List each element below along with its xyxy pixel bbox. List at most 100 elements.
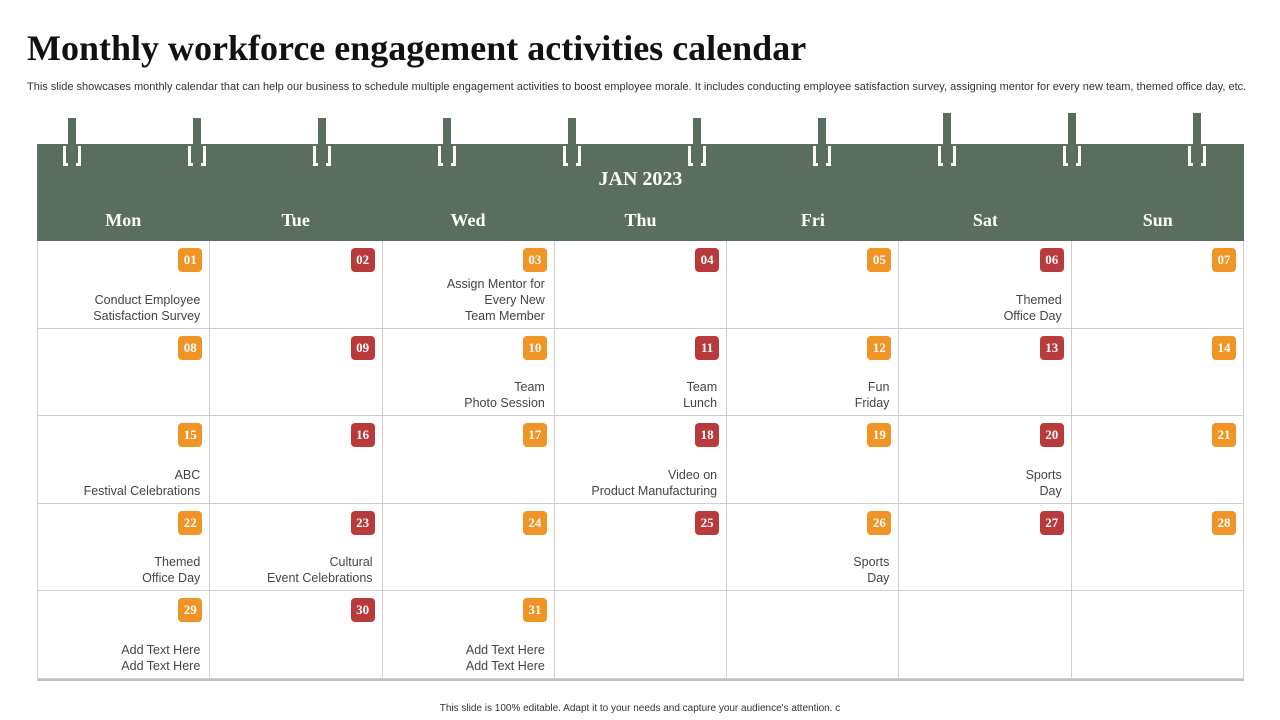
binder-ring-icon — [188, 118, 206, 166]
day-number-badge: 05 — [867, 248, 892, 272]
event-text: Add Text Here Add Text Here — [121, 642, 200, 674]
day-number-badge: 11 — [695, 335, 720, 360]
day-cell[interactable]: 28 — [1071, 503, 1244, 592]
empty-day-cell[interactable] — [727, 591, 900, 679]
event-text: Themed Office Day — [142, 554, 200, 586]
day-number-badge: 30 — [350, 598, 375, 623]
day-number-badge: 19 — [867, 423, 892, 448]
day-cell[interactable]: 08 — [38, 328, 211, 417]
binder-ring-icon — [438, 118, 456, 166]
day-cell[interactable]: 29 Add Text Here Add Text Here — [38, 591, 211, 679]
day-cell[interactable]: 18 Video on Product Manufacturing — [554, 416, 728, 504]
event-line: Team — [686, 380, 718, 395]
day-cell[interactable]: 25 — [554, 503, 728, 592]
day-cell[interactable]: 21 — [1071, 416, 1244, 504]
day-number-badge: 09 — [350, 335, 375, 360]
weekday-wed: Wed — [450, 210, 486, 230]
binder-ring-icon — [938, 113, 956, 166]
day-number-badge: 29 — [178, 598, 203, 623]
event-line: Add Text Here — [465, 658, 545, 673]
day-cell[interactable]: 10 Team Photo Session — [382, 328, 555, 417]
day-cell[interactable]: 05 — [727, 241, 900, 329]
day-cell[interactable]: 26 Sports Day — [727, 503, 900, 592]
day-number-badge: 02 — [350, 248, 375, 272]
day-cell[interactable]: 23 Cultural Event Celebrations — [210, 503, 383, 592]
event-line: Office Day — [142, 571, 201, 586]
month-label: JAN 2023 — [598, 168, 683, 190]
event-text: Themed Office Day — [1004, 292, 1062, 324]
day-cell[interactable]: 27 — [899, 503, 1072, 592]
event-line: ABC — [174, 467, 201, 482]
calendar: JAN 2023 Mon Tue Wed Thu Fri Sat Sun 01 C… — [37, 113, 1244, 681]
day-cell[interactable]: 30 — [210, 591, 383, 679]
day-cell[interactable]: 07 — [1071, 241, 1244, 329]
event-text: ABC Festival Celebrations — [84, 467, 201, 499]
day-cell[interactable]: 12 Fun Friday — [727, 328, 900, 417]
weekday-tue: Tue — [281, 210, 310, 230]
event-line: Team Member — [464, 308, 545, 323]
event-line: Event Celebrations — [266, 571, 373, 586]
day-number-badge: 12 — [867, 335, 892, 360]
day-number-badge: 10 — [522, 335, 547, 360]
event-line: Themed — [1015, 292, 1062, 307]
day-cell[interactable]: 01 Conduct Employee Satisfaction Survey — [38, 241, 211, 329]
day-number-badge: 21 — [1212, 423, 1236, 448]
binder-ring-icon — [813, 118, 831, 166]
event-text: Sports Day — [1026, 467, 1062, 499]
event-line: Team — [514, 380, 545, 395]
event-line: Festival Celebrations — [83, 483, 201, 498]
day-cell[interactable]: 22 Themed Office Day — [38, 503, 211, 592]
event-text: Conduct Employee Satisfaction Survey — [93, 292, 200, 324]
day-cell[interactable]: 04 — [554, 241, 728, 329]
event-line: Video on — [668, 467, 718, 482]
day-cell[interactable]: 09 — [210, 328, 383, 417]
day-cell[interactable]: 11 Team Lunch — [554, 328, 728, 417]
event-line: Add Text Here — [121, 658, 201, 673]
day-cell[interactable]: 17 — [382, 416, 555, 504]
day-cell[interactable]: 24 — [382, 503, 555, 592]
event-line: Every New — [484, 292, 545, 307]
calendar-grid: 01 Conduct Employee Satisfaction Survey 02 0… — [37, 241, 1244, 681]
event-line: Sports — [853, 555, 890, 570]
day-cell[interactable]: 15 ABC Festival Celebrations — [38, 416, 211, 504]
day-number-badge: 27 — [1039, 510, 1064, 535]
binder-ring-icon — [563, 118, 581, 166]
day-cell[interactable]: 14 — [1071, 328, 1244, 417]
day-number-badge: 08 — [178, 335, 203, 360]
day-cell[interactable]: 16 — [210, 416, 383, 504]
day-number-badge: 15 — [178, 423, 203, 448]
event-line: Assign Mentor for — [446, 276, 545, 291]
day-number-badge: 31 — [522, 598, 547, 623]
day-cell[interactable]: 03 Assign Mentor for Every New Team Member — [382, 241, 555, 329]
day-cell[interactable]: 19 — [727, 416, 900, 504]
event-line: Satisfaction Survey — [93, 308, 201, 323]
empty-day-cell[interactable] — [1071, 591, 1244, 679]
day-number-badge: 16 — [350, 423, 375, 448]
empty-day-cell[interactable] — [899, 591, 1072, 679]
event-line: Sports — [1025, 467, 1062, 482]
event-line: Fun — [867, 380, 890, 395]
event-line: Themed — [154, 555, 201, 570]
day-cell[interactable]: 06 Themed Office Day — [899, 241, 1072, 329]
event-line: Product Manufacturing — [591, 483, 718, 498]
day-number-badge: 06 — [1039, 248, 1064, 272]
weekday-thu: Thu — [624, 210, 657, 230]
day-number-badge: 23 — [350, 510, 375, 535]
day-number-badge: 24 — [522, 510, 547, 535]
empty-day-cell[interactable] — [554, 591, 728, 679]
day-cell[interactable]: 13 — [899, 328, 1072, 417]
event-line: Office Day — [1003, 308, 1062, 323]
weekday-row: Mon Tue Wed Thu Fri Sat Sun — [37, 210, 1244, 231]
event-line: Add Text Here — [465, 642, 545, 657]
day-number-badge: 13 — [1039, 335, 1064, 360]
day-number-badge: 20 — [1039, 423, 1064, 448]
event-text: Team Lunch — [683, 379, 717, 411]
day-number-badge: 28 — [1212, 510, 1236, 535]
weekday-sat: Sat — [972, 210, 998, 230]
day-number-badge: 04 — [695, 248, 720, 272]
event-line: Conduct Employee — [94, 292, 201, 307]
day-cell[interactable]: 20 Sports Day — [899, 416, 1072, 504]
day-cell[interactable]: 31 Add Text Here Add Text Here — [382, 591, 555, 679]
day-cell[interactable]: 02 — [210, 241, 383, 329]
calendar-header: JAN 2023 Mon Tue Wed Thu Fri Sat Sun — [37, 144, 1244, 241]
